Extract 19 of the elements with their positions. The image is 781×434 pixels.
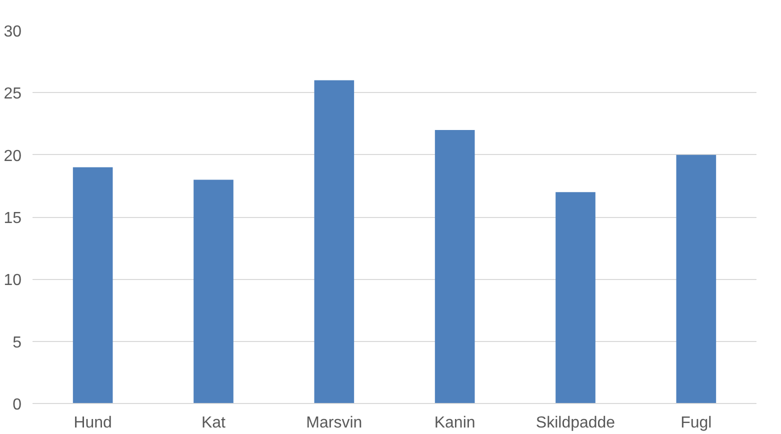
x-tick-label: Fugl: [680, 414, 712, 432]
x-tick-label: Hund: [74, 414, 112, 432]
bar: [194, 180, 234, 404]
y-tick-label: 0: [12, 396, 22, 414]
x-tick-label: Kanin: [434, 414, 476, 432]
y-tick-label: 5: [12, 334, 22, 352]
y-tick-label: 10: [4, 272, 22, 290]
bar: [72, 167, 113, 404]
x-tick-label: Marsvin: [306, 414, 362, 432]
x-tick-label: Skildpadde: [536, 414, 616, 432]
y-tick-label: 25: [4, 86, 22, 103]
bar: [676, 154, 716, 404]
bar: [556, 192, 596, 404]
bar: [314, 80, 354, 404]
y-tick-label: 20: [4, 148, 22, 165]
bar: [434, 130, 475, 404]
y-tick-label: 15: [4, 210, 22, 227]
y-tick-label: 30: [4, 24, 22, 40]
x-tick-label: Kat: [201, 414, 226, 432]
